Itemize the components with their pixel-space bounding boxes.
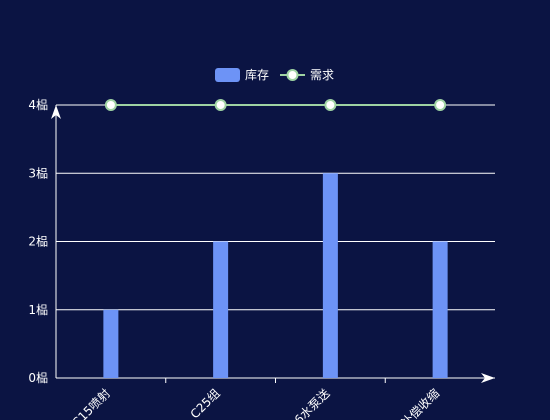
bar bbox=[432, 241, 448, 378]
x-tick-label: 补偿收缩 bbox=[398, 386, 443, 420]
bar bbox=[322, 173, 338, 378]
legend-bar-swatch bbox=[215, 68, 240, 82]
line-series bbox=[104, 99, 447, 111]
gridlines bbox=[56, 104, 495, 311]
legend-label: 需求 bbox=[310, 68, 334, 82]
y-tick-label: 2榀 bbox=[28, 235, 48, 249]
legend-label: 库存 bbox=[245, 67, 269, 82]
line-point bbox=[324, 99, 337, 111]
y-tick-label: 3榀 bbox=[28, 166, 48, 180]
line-point bbox=[434, 99, 447, 111]
x-tick-label: C15喷射 bbox=[69, 386, 113, 420]
y-tick-label: 4榀 bbox=[28, 98, 48, 112]
y-axis-arrow-icon bbox=[51, 105, 61, 119]
axes bbox=[51, 105, 495, 383]
legend: 库存 需求 bbox=[215, 67, 334, 82]
x-axis-arrow-icon bbox=[481, 373, 495, 383]
x-tick-label: C36水泵送 bbox=[280, 386, 333, 420]
x-tick-label: C25组 bbox=[188, 386, 223, 420]
bar bbox=[213, 241, 229, 378]
line-point bbox=[104, 99, 117, 111]
bar-series bbox=[103, 173, 448, 378]
tick-labels: 0榀 1榀 2榀 3榀 4榀 C15喷射 C25组 C36水泵送 补偿收缩 bbox=[28, 98, 442, 420]
line-point bbox=[214, 99, 227, 111]
legend-line-marker bbox=[286, 69, 299, 81]
y-tick-label: 1榀 bbox=[28, 303, 48, 317]
y-tick-label: 0榀 bbox=[28, 371, 48, 385]
bar bbox=[103, 309, 119, 378]
